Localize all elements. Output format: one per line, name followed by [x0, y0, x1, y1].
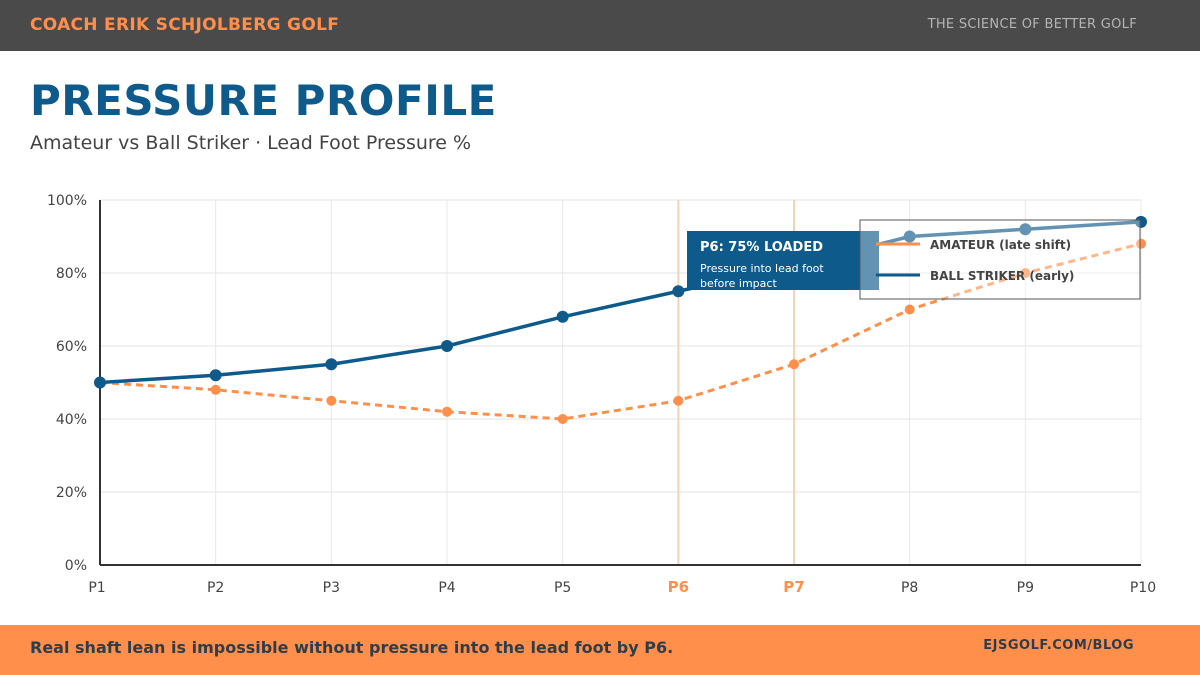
amateur-series-point	[442, 406, 452, 417]
x-tick-label: P5	[554, 580, 571, 596]
annotation-box	[687, 231, 879, 290]
x-tick-label: P1	[88, 580, 105, 596]
ball-striker-series-line	[99, 220, 1142, 385]
x-tick-label: P7	[783, 578, 804, 596]
brand-name: COACH ERIK SCHJOLBERG GOLF	[30, 15, 340, 35]
ball-striker-series-point	[1019, 223, 1032, 236]
ball-striker-series-point	[672, 285, 685, 298]
chart-svg: 0% 20% 40% 60% 80% 100% P1 P2 P3 P4 P5 P6 P7 P8 P9 P10 P…	[47, 193, 1156, 596]
x-tick-label: P8	[901, 580, 918, 596]
amateur-series-point	[1020, 268, 1031, 278]
pressure-chart: 0% 20% 40% 60% 80% 100% P1 P2 P3 P4 P5 P6 P7 P8 P9 P10 P…	[0, 180, 1200, 600]
y-tick-label: 100%	[47, 193, 87, 209]
amateur-series-line	[99, 242, 1142, 421]
amateur-series-point	[1136, 238, 1146, 249]
page-title: PRESSURE PROFILE	[30, 76, 497, 125]
ball-striker-series-point	[1135, 215, 1147, 228]
amateur-series-point	[904, 304, 915, 315]
amateur-series-point	[210, 384, 221, 395]
annotation-text: before impact	[700, 277, 777, 290]
x-tick-label: P2	[207, 580, 224, 596]
y-tick-label: 20%	[56, 485, 87, 501]
ball-striker-series-point	[94, 376, 106, 389]
blog-link[interactable]: EJSGOLF.COM/BLOG	[983, 638, 1134, 653]
amateur-series-point	[557, 414, 568, 424]
annotation-title: P6: 75% LOADED	[700, 240, 823, 255]
legend-box	[859, 219, 1141, 300]
page-subtitle: Amateur vs Ball Striker · Lead Foot Pres…	[30, 132, 472, 154]
header-bar: COACH ERIK SCHJOLBERG GOLF THE SCIENCE O…	[0, 0, 1200, 51]
tagline: THE SCIENCE OF BETTER GOLF	[927, 17, 1137, 32]
y-tick-label: 80%	[56, 266, 87, 282]
x-tick-label: P10	[1130, 580, 1156, 596]
ball-striker-series-point	[441, 340, 453, 352]
footer-bar: Real shaft lean is impossible without pr…	[0, 625, 1200, 675]
ball-striker-series-point	[903, 230, 916, 243]
y-tick-label: 40%	[56, 412, 87, 428]
ball-striker-series-point	[325, 358, 338, 371]
legend-label-amateur: AMATEUR (late shift)	[930, 238, 1071, 252]
footer-message: Real shaft lean is impossible without pr…	[30, 638, 674, 657]
amateur-series-point	[326, 395, 337, 406]
y-tick-label: 60%	[56, 339, 87, 355]
x-tick-label: P6	[668, 578, 689, 596]
amateur-series-point	[789, 359, 799, 370]
x-tick-label: P3	[323, 580, 340, 596]
amateur-series-point	[673, 395, 684, 406]
ball-striker-series-point	[556, 310, 569, 323]
legend-label-ball-striker: BALL STRIKER (early)	[930, 269, 1074, 283]
y-tick-label: 0%	[65, 558, 87, 574]
x-tick-label: P4	[438, 580, 455, 596]
x-tick-label: P9	[1017, 580, 1034, 596]
ball-striker-series-point	[209, 369, 222, 382]
annotation-text: Pressure into lead foot	[700, 262, 824, 275]
